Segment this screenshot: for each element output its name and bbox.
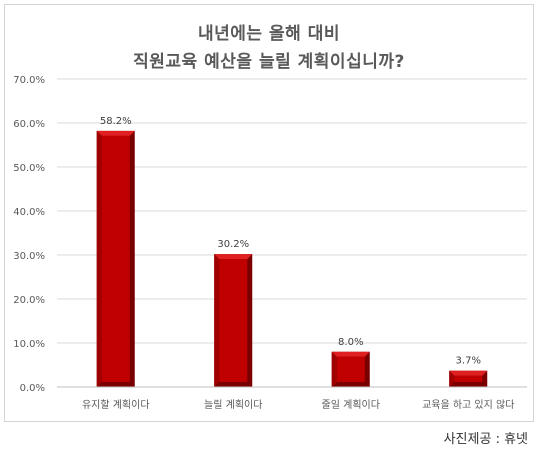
y-tick-label: 50.0% — [13, 163, 45, 174]
y-tick-label: 60.0% — [13, 119, 45, 130]
bar — [96, 130, 135, 388]
chart-frame: 내년에는 올해 대비 직원교육 예산을 늘릴 계획이십니까? 0.0% 10.0%… — [4, 4, 534, 422]
x-tick-label: 교육을 하고 있지 않다 — [422, 398, 514, 411]
x-tick-label: 줄일 계획이다 — [322, 399, 380, 411]
y-tick-label: 0.0% — [20, 383, 45, 394]
bar — [331, 351, 370, 387]
bar — [449, 370, 488, 387]
x-tick-label: 늘릴 계획이다 — [204, 398, 262, 411]
chart-title-line-2: 직원교육 예산을 늘릴 계획이십니까? — [133, 52, 405, 72]
data-label: 30.2% — [217, 239, 249, 250]
y-tick-label: 70.0% — [13, 75, 45, 86]
bar-chart: 0.0% 10.0% 20.0% 30.0% 40.0% 50.0% 60.0% 70.0% 5… — [13, 75, 527, 411]
photo-credit: 사진제공 : 휴넷 — [443, 432, 528, 447]
data-label: 58.2% — [100, 116, 132, 127]
y-tick-label: 40.0% — [13, 207, 45, 218]
y-tick-label: 20.0% — [13, 295, 45, 306]
x-tick-label: 유지할 계획이다 — [82, 399, 150, 411]
bar — [214, 254, 253, 387]
data-label: 3.7% — [456, 356, 481, 367]
y-tick-label: 30.0% — [13, 251, 45, 262]
data-label: 8.0% — [338, 337, 363, 348]
y-tick-label: 10.0% — [13, 339, 45, 350]
chart-title-line-1: 내년에는 올해 대비 — [198, 24, 340, 44]
